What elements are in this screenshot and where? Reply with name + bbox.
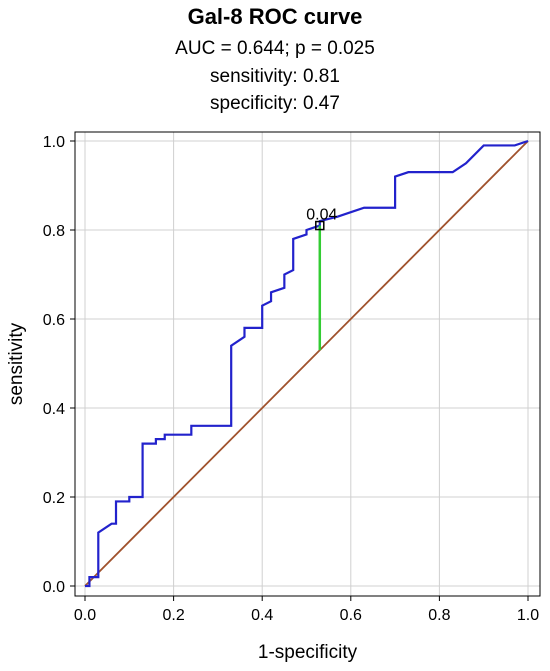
x-tick-label: 0.2 bbox=[162, 607, 184, 624]
y-tick-label: 1.0 bbox=[43, 134, 65, 151]
auc-subtitle: AUC = 0.644; p = 0.025 bbox=[175, 38, 375, 59]
cutoff-point-marker bbox=[315, 220, 325, 231]
chart-title: Gal-8 ROC curve bbox=[187, 4, 363, 29]
plot-frame bbox=[74, 131, 541, 597]
x-axis-label: 1-specificity bbox=[258, 642, 358, 663]
y-tick-label: 0.6 bbox=[43, 312, 65, 329]
cutoff-value-label: 0.04 bbox=[306, 207, 337, 224]
y-tick-label: 0.4 bbox=[43, 401, 65, 418]
x-tick-label: 0.6 bbox=[340, 607, 362, 624]
y-tick-label: 0.2 bbox=[43, 490, 65, 507]
y-tick-label: 0.8 bbox=[43, 223, 65, 240]
reference-diagonal-line bbox=[84, 140, 529, 587]
x-tick-label: 0.0 bbox=[74, 607, 96, 624]
specificity-subtitle: specificity: 0.47 bbox=[210, 93, 340, 114]
x-tick-label: 0.8 bbox=[428, 607, 450, 624]
x-tick-label: 0.4 bbox=[251, 607, 273, 624]
y-axis-label: sensitivity bbox=[6, 322, 27, 405]
x-tick-label: 1.0 bbox=[517, 607, 539, 624]
sensitivity-subtitle: sensitivity: 0.81 bbox=[210, 66, 340, 87]
y-tick-label: 0.0 bbox=[43, 579, 65, 596]
roc-curve-line bbox=[85, 139, 529, 588]
